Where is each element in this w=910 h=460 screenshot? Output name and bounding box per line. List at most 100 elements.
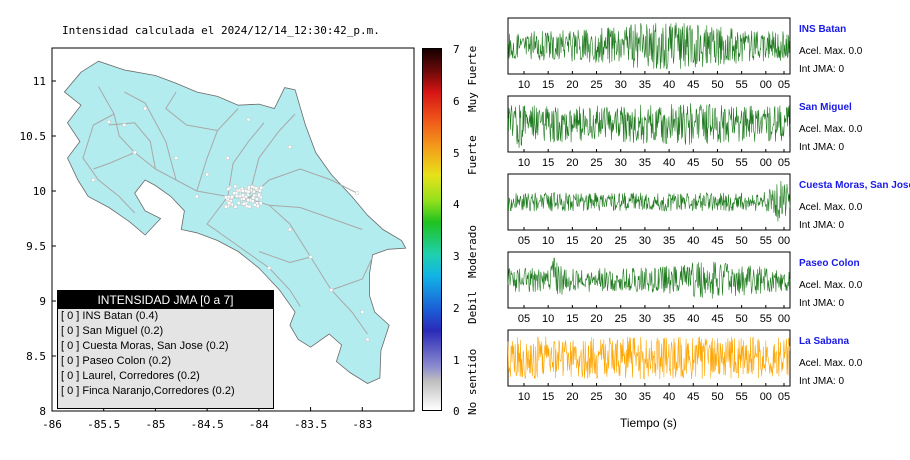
- time-tick-label: 45: [687, 157, 699, 169]
- time-tick-label: 25: [615, 313, 627, 325]
- colorbar-tick: 4: [453, 198, 460, 211]
- station-marker: [246, 117, 251, 122]
- time-tick-label: 45: [687, 79, 699, 91]
- station-accel: Acel. Max. 0.0: [799, 280, 863, 291]
- station-marker: [242, 202, 246, 206]
- time-tick-label: 35: [663, 235, 675, 247]
- legend-item: [ 0 ] San Miguel (0.2): [61, 325, 164, 337]
- time-tick-label: 00: [778, 313, 790, 325]
- time-tick-label: 20: [590, 313, 602, 325]
- station-accel: Acel. Max. 0.0: [799, 202, 863, 213]
- lon-tick-label: -85.5: [87, 418, 120, 431]
- station-marker: [233, 184, 237, 189]
- time-tick-label: 25: [590, 157, 602, 169]
- station-marker: [257, 193, 261, 198]
- road: [93, 152, 135, 170]
- time-tick-label: 35: [639, 157, 651, 169]
- map-title: Intensidad calculada el 2024/12/14_12:30…: [62, 24, 380, 37]
- lon-tick-label: -84.5: [191, 418, 224, 431]
- station-marker: [107, 119, 111, 124]
- time-tick-label: 20: [590, 235, 602, 247]
- road: [82, 113, 136, 214]
- time-tick-label: 25: [590, 79, 602, 91]
- station-marker: [236, 201, 241, 205]
- station-marker: [205, 172, 209, 177]
- station-marker: [258, 188, 262, 193]
- time-tick-label: 45: [711, 235, 723, 247]
- station-marker: [246, 189, 251, 194]
- waveform-trace: [508, 22, 791, 70]
- lat-tick-label: 9.5: [26, 240, 46, 253]
- station-marker: [360, 310, 364, 314]
- station-marker: [251, 199, 255, 204]
- lon-tick-label: -85: [145, 418, 165, 431]
- time-tick-label: 10: [518, 391, 530, 403]
- intensity-colorbar: [422, 48, 442, 411]
- time-tick-label: 55: [736, 391, 748, 403]
- station-name: INS Batan: [799, 24, 847, 35]
- time-tick-label: 10: [542, 235, 554, 247]
- station-name: San Miguel: [799, 102, 852, 113]
- waveform-trace: [507, 103, 791, 148]
- station-name: Cuesta Moras, San Jose: [799, 180, 910, 191]
- station-marker: [230, 194, 234, 199]
- station-marker: [288, 227, 292, 232]
- time-tick-label: 50: [711, 157, 723, 169]
- waveform-trace: [507, 336, 791, 380]
- time-tick-label: 00: [760, 157, 772, 169]
- time-tick-label: 30: [639, 235, 651, 247]
- road: [331, 256, 374, 291]
- time-tick-label: 15: [566, 313, 578, 325]
- time-tick-label: 50: [711, 79, 723, 91]
- lon-tick-label: -83.5: [294, 418, 327, 431]
- time-tick-label: 05: [518, 235, 530, 247]
- time-tick-label: 05: [778, 391, 790, 403]
- waveform-panel-la-sabana: 10 15 20 25 30 35 40 45 50 55 00 05: [507, 329, 791, 403]
- waveform-trace: [507, 257, 791, 299]
- time-tick-label: 15: [542, 79, 554, 91]
- time-tick-label: 00: [760, 391, 772, 403]
- time-tick-label: 40: [687, 235, 699, 247]
- time-tick-label: 20: [566, 157, 578, 169]
- colorbar-category: Debil: [466, 290, 479, 324]
- station-marker: [252, 189, 256, 194]
- time-tick-label: 45: [687, 391, 699, 403]
- lon-tick-label: -83: [352, 418, 372, 431]
- station-marker: [224, 195, 228, 200]
- road: [196, 108, 239, 192]
- time-tick-label: 10: [518, 79, 530, 91]
- colorbar-tick: 3: [453, 250, 460, 263]
- intensity-legend: INTENSIDAD JMA [0 a 7] [ 0 ] INS Batan (…: [57, 290, 274, 409]
- lat-tick-label: 10: [33, 185, 46, 198]
- time-tick-label: 00: [778, 235, 790, 247]
- colorbar-category: Moderado: [466, 225, 479, 278]
- lon-tick-label: -84: [249, 418, 269, 431]
- station-accel: Acel. Max. 0.0: [799, 124, 863, 135]
- lat-tick-label: 9: [39, 295, 46, 308]
- station-marker: [246, 193, 250, 197]
- station-marker: [256, 204, 260, 209]
- time-tick-label: 15: [542, 391, 554, 403]
- time-tick-label: 25: [590, 391, 602, 403]
- time-tick-label: 30: [639, 313, 651, 325]
- station-intensity: Int JMA: 0: [799, 376, 845, 387]
- colorbar-category: Muy Fuerte: [466, 45, 479, 112]
- lat-tick-label: 8.5: [26, 350, 46, 363]
- station-marker: [132, 150, 137, 155]
- colorbar-tick: 1: [453, 354, 460, 367]
- road: [248, 113, 296, 199]
- station-marker: [247, 185, 251, 190]
- time-tick-label: 55: [760, 313, 772, 325]
- station-marker: [174, 156, 178, 160]
- time-tick-label: 40: [663, 391, 675, 403]
- road: [227, 122, 265, 197]
- time-tick-label: 00: [760, 79, 772, 91]
- waveform-panel-ins-batan: 10 15 20 25 30 35 40 45 50 55 00 05: [507, 17, 791, 91]
- legend-item: [ 0 ] Laurel, Corredores (0.2): [61, 370, 200, 382]
- colorbar-tick: 0: [453, 405, 460, 418]
- time-tick-label: 50: [736, 313, 748, 325]
- road: [108, 122, 156, 170]
- time-tick-label: 15: [566, 235, 578, 247]
- station-marker: [329, 288, 333, 292]
- station-marker: [355, 191, 359, 195]
